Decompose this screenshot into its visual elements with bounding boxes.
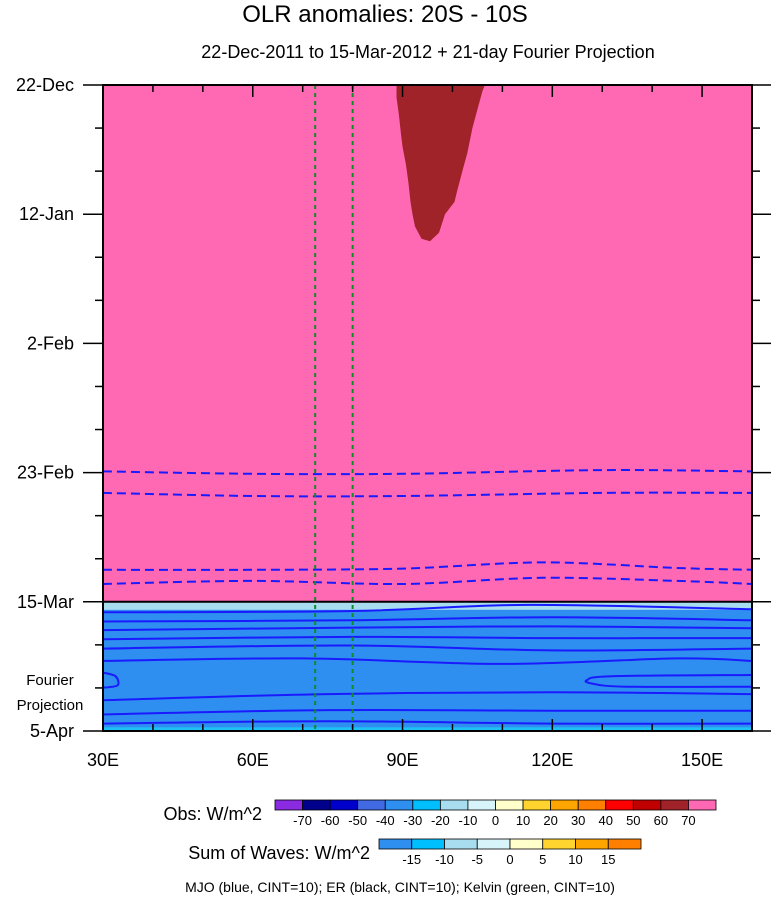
colorbar-label: -20	[431, 813, 450, 828]
mjo-contour-dashed	[102, 491, 753, 498]
projection-top-band	[103, 601, 752, 610]
colorbar-swatch	[495, 799, 524, 811]
mjo-contour-closed	[584, 674, 753, 688]
colorbar-swatch	[357, 799, 386, 811]
y-tick-label: 15-Mar	[17, 592, 74, 612]
legend-waves-colorbar: -15 -10 -5 0 5 10 15	[378, 838, 642, 867]
plot-frame	[102, 84, 753, 732]
colorbar-label: 0	[506, 852, 513, 867]
colorbar-label: 30	[571, 813, 585, 828]
colorbar-swatch	[660, 799, 689, 811]
mjo-contour-solid	[102, 635, 753, 641]
colorbar-label: 20	[543, 813, 557, 828]
colorbar-label: 10	[516, 813, 530, 828]
mjo-contour-closed	[102, 671, 120, 689]
projection-label-line2: Projection	[17, 697, 84, 714]
colorbar-swatch	[439, 799, 469, 811]
colorbar-swatch	[274, 799, 303, 811]
colorbar-swatch	[575, 838, 609, 850]
colorbar-label: -15	[402, 852, 421, 867]
y-tick-label: 23-Feb	[17, 463, 74, 483]
colorbar-swatch	[467, 799, 496, 811]
chart-subtitle: 22-Dec-2011 to 15-Mar-2012 + 21-day Four…	[201, 42, 654, 62]
mjo-contour-solid	[102, 708, 753, 716]
mjo-contour-solid	[102, 720, 753, 725]
colorbar-swatch	[412, 799, 441, 811]
mjo-contour-dashed	[102, 561, 753, 571]
colorbar-swatch	[329, 799, 359, 811]
colorbar-swatch	[522, 799, 552, 811]
x-axis-ticks: 30E 60E 90E 120E 150E	[87, 85, 753, 770]
colorbar-label: -10	[435, 852, 454, 867]
x-tick-label: 30E	[87, 750, 119, 770]
colorbar-swatch	[411, 838, 445, 850]
x-tick-label: 90E	[387, 750, 419, 770]
y-tick-label: 2-Feb	[27, 333, 74, 353]
colorbar-swatch	[550, 799, 579, 811]
legend-obs-colorbar: -70 -60 -50 -40 -30 -20 -10 0 10 20 30 40 50 60 70	[274, 799, 717, 828]
mjo-contour-solid	[102, 657, 753, 665]
mjo-contours-observed	[102, 469, 753, 586]
y-axis-ticks: 22-Dec 12-Jan 2-Feb 23-Feb 15-Mar 5-Apr	[16, 75, 771, 741]
x-tick-label: 120E	[531, 750, 573, 770]
colorbar-label: -5	[471, 852, 483, 867]
colorbar-label: -10	[459, 813, 478, 828]
mjo-contour-solid	[102, 625, 753, 632]
y-tick-label: 5-Apr	[30, 721, 74, 741]
projection-label-line1: Fourier	[26, 672, 74, 689]
colorbar-label: 60	[654, 813, 668, 828]
colorbar-label: 50	[626, 813, 640, 828]
colorbar-swatch	[384, 799, 414, 811]
mjo-contour-solid	[102, 616, 753, 623]
plot-area: 30E 60E 90E 120E 150E 22-Dec 12-Jan 2-Feb 23-Fe…	[16, 75, 771, 770]
mjo-contour-solid	[102, 603, 753, 614]
colorbar-swatch	[632, 799, 662, 811]
colorbar-label: -60	[321, 813, 340, 828]
colorbar-label: -50	[348, 813, 367, 828]
colorbar-label: 0	[492, 813, 499, 828]
colorbar-swatch	[476, 838, 511, 850]
projection-bottom-band	[103, 727, 752, 731]
mjo-contour-dashed	[102, 469, 753, 476]
footer-note: MJO (blue, CINT=10); ER (black, CINT=10)…	[185, 879, 615, 895]
y-tick-label: 22-Dec	[16, 75, 74, 95]
colorbar-label: -30	[403, 813, 422, 828]
y-tick-label: 12-Jan	[19, 204, 74, 224]
mjo-contour-dashed	[102, 576, 753, 586]
kelvin-contours	[314, 85, 354, 731]
chart-title: OLR anomalies: 20S - 10S	[242, 1, 527, 28]
colorbar-swatch	[378, 838, 413, 850]
colorbar-label: 40	[599, 813, 613, 828]
colorbar-swatch	[542, 838, 576, 850]
mjo-contours-projection	[102, 603, 753, 725]
colorbar-label: -70	[293, 813, 312, 828]
mjo-contour-solid	[102, 644, 753, 652]
colorbar-swatch	[605, 799, 634, 811]
x-tick-label: 60E	[237, 750, 269, 770]
colorbar-label: 5	[539, 852, 546, 867]
legend-waves-label: Sum of Waves: W/m^2	[188, 843, 370, 863]
colorbar-label: 10	[568, 852, 582, 867]
colorbar-swatch	[577, 799, 607, 811]
colorbar-label: 70	[681, 813, 695, 828]
colorbar-swatch	[607, 838, 642, 850]
colorbar-label: 15	[601, 852, 615, 867]
max-anomaly-region	[396, 85, 485, 242]
colorbar-swatch	[444, 838, 478, 850]
legend-obs-label: Obs: W/m^2	[164, 804, 262, 824]
colorbar-swatch	[302, 799, 331, 811]
mjo-contour-solid	[102, 691, 753, 702]
colorbar-swatch	[688, 799, 717, 811]
colorbar-swatch	[509, 838, 544, 850]
colorbar-label: -40	[376, 813, 395, 828]
x-tick-label: 150E	[681, 750, 723, 770]
